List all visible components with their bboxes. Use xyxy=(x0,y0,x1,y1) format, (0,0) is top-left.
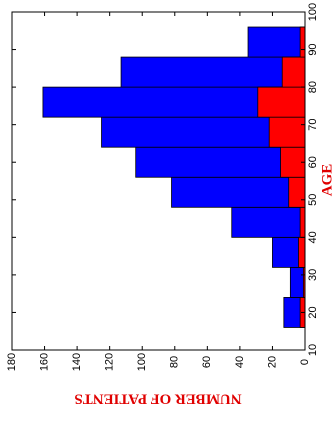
y-tick-label: 140 xyxy=(71,353,83,371)
bar xyxy=(298,236,306,268)
bar xyxy=(289,266,306,298)
y-tick-label: 80 xyxy=(169,356,181,368)
x-axis-title: AGE xyxy=(319,164,335,197)
bar xyxy=(281,56,306,88)
y-tick-label: 100 xyxy=(136,353,148,371)
bar xyxy=(171,176,306,208)
x-tick-label: 60 xyxy=(307,156,319,168)
y-tick-label: 60 xyxy=(201,356,213,368)
bar xyxy=(299,26,306,58)
y-tick-label: 120 xyxy=(104,353,116,371)
bar xyxy=(268,116,306,148)
x-tick-label: 40 xyxy=(307,231,319,243)
y-tick-label: 20 xyxy=(266,356,278,368)
x-tick-label: 70 xyxy=(307,119,319,131)
x-tick-label: 20 xyxy=(307,306,319,318)
bar xyxy=(288,176,306,208)
x-tick-label: 30 xyxy=(307,269,319,281)
bar xyxy=(135,146,306,178)
bar xyxy=(257,86,306,118)
bar xyxy=(120,56,306,88)
x-tick-label: 100 xyxy=(307,3,319,21)
x-tick-label: 90 xyxy=(307,43,319,55)
bar xyxy=(231,206,306,238)
plot-frame xyxy=(11,11,306,351)
bar xyxy=(247,26,306,58)
x-tick-label: 80 xyxy=(307,81,319,93)
y-tick-label: 180 xyxy=(6,353,18,371)
bar xyxy=(299,206,306,238)
x-tick-label: 10 xyxy=(307,344,319,356)
y-tick-label: 40 xyxy=(234,356,246,368)
y-tick-label: 0 xyxy=(299,359,311,365)
x-tick-label: 50 xyxy=(307,194,319,206)
y-tick-label: 160 xyxy=(38,353,50,371)
y-axis-title: NUMBER OF PATIENTS xyxy=(74,391,241,407)
